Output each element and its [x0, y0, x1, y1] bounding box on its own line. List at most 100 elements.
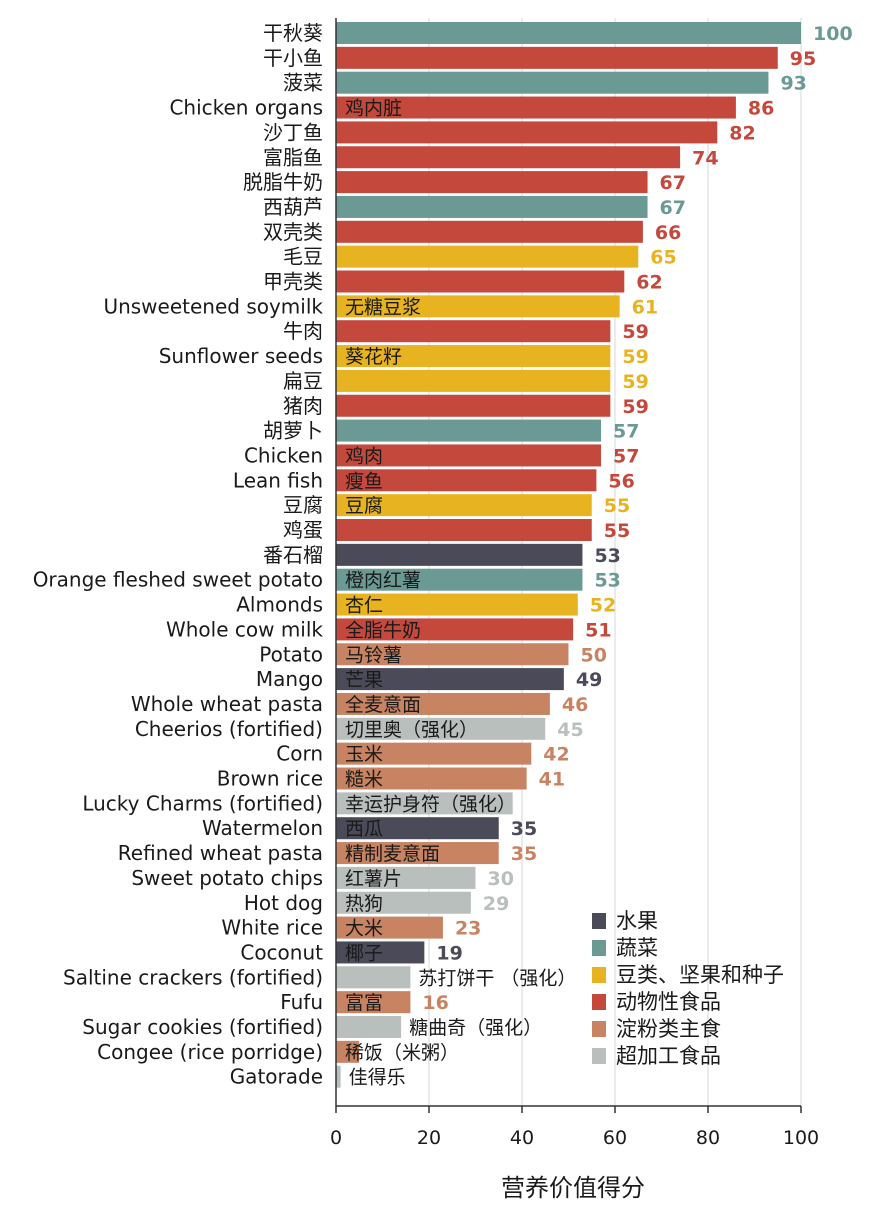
bar-chinese-label: 大米	[345, 918, 383, 940]
x-tick-label: 80	[696, 1127, 720, 1149]
bar	[336, 593, 578, 616]
bar	[336, 394, 611, 417]
x-axis-title: 营养价值得分	[501, 1174, 645, 1202]
bar	[336, 1065, 341, 1088]
legend-label: 蔬菜	[616, 936, 658, 960]
bar-chinese-label: 豆腐	[345, 495, 383, 517]
bar	[336, 345, 611, 368]
bar	[336, 270, 625, 293]
bar-chinese-label: 切里奥（强化）	[345, 719, 478, 741]
legend-label: 动物性食品	[616, 990, 721, 1014]
category-label: Almonds	[236, 593, 323, 617]
category-label: 脱脂牛奶	[243, 170, 323, 194]
category-label: Fufu	[280, 990, 323, 1014]
bar-chinese-label: 鸡肉	[345, 445, 383, 467]
legend-swatch	[592, 1048, 606, 1064]
category-label: Mango	[256, 667, 323, 691]
bar	[336, 220, 643, 243]
x-tick-label: 40	[510, 1127, 534, 1149]
category-label: Chicken organs	[169, 96, 323, 120]
x-tick-label: 0	[330, 1127, 342, 1149]
legend-swatch	[592, 994, 606, 1010]
value-label: 59	[622, 346, 648, 368]
value-label: 55	[604, 495, 630, 517]
bar	[336, 519, 592, 541]
bar	[336, 668, 564, 691]
value-label: 93	[780, 73, 806, 95]
value-label: 23	[455, 918, 481, 940]
bar-chinese-label: 苏打饼干 （强化）	[418, 967, 576, 989]
category-label: Whole cow milk	[166, 617, 323, 641]
value-label: 59	[622, 396, 648, 418]
bar-chinese-label: 无糖豆浆	[345, 296, 421, 318]
category-label: Lucky Charms (fortified)	[82, 791, 323, 815]
value-label: 86	[748, 98, 774, 120]
value-label: 61	[632, 296, 658, 318]
bar-chinese-label: 全脂牛奶	[345, 619, 421, 641]
bar-chinese-label: 稀饭（米粥）	[345, 1042, 459, 1064]
bar-chinese-label: 幸运护身符（强化）	[345, 793, 516, 815]
value-label: 57	[613, 421, 639, 443]
category-label: White rice	[221, 916, 323, 940]
category-label: Potato	[259, 642, 323, 666]
value-label: 95	[790, 48, 816, 70]
category-label: Congee (rice porridge)	[97, 1040, 323, 1064]
value-label: 55	[604, 520, 630, 542]
value-label: 57	[613, 445, 639, 467]
value-label: 59	[622, 371, 648, 393]
bar-chinese-label: 橙肉红薯	[345, 570, 421, 592]
bar-chinese-label: 瘦鱼	[345, 470, 383, 492]
value-label: 53	[594, 545, 620, 567]
value-label: 82	[729, 122, 755, 144]
category-label: Corn	[276, 742, 323, 766]
category-label: Sweet potato chips	[131, 866, 323, 890]
bar-chinese-label: 精制麦意面	[345, 843, 440, 865]
bar-chinese-label: 玉米	[345, 744, 383, 766]
bar	[336, 295, 620, 318]
bar	[336, 171, 648, 194]
value-label: 74	[692, 147, 718, 169]
bar	[336, 643, 569, 666]
category-label: 干小鱼	[263, 46, 323, 70]
legend-swatch	[592, 967, 606, 983]
category-label: 猪肉	[283, 394, 323, 418]
value-label: 35	[511, 818, 537, 840]
legend-label: 超加工食品	[616, 1044, 721, 1068]
value-label: 29	[483, 893, 509, 915]
category-label: Coconut	[240, 940, 323, 964]
bar	[336, 866, 476, 889]
category-label: Watermelon	[202, 816, 323, 840]
value-label: 65	[650, 247, 676, 269]
axes: 0 20 40 60 80 100	[330, 18, 819, 1149]
bar	[336, 419, 602, 442]
category-label: 双壳类	[263, 220, 323, 244]
category-label: Cheerios (fortified)	[135, 717, 323, 741]
bar	[336, 22, 801, 44]
bar	[336, 817, 499, 840]
value-label: 67	[660, 172, 686, 194]
bar-chinese-label: 葵花籽	[345, 346, 402, 368]
bar-chinese-label: 热狗	[345, 893, 383, 915]
bar	[336, 618, 574, 641]
category-label: Saltine crackers (fortified)	[63, 965, 323, 989]
bar-chinese-label: 糖曲奇（强化）	[409, 1017, 542, 1039]
bar	[336, 717, 546, 740]
category-label: 西葫芦	[263, 195, 323, 219]
value-label: 100	[813, 23, 853, 45]
bar	[336, 966, 411, 989]
bar-chinese-label: 富富	[345, 992, 383, 1014]
bar	[336, 494, 592, 517]
bar-chinese-label: 红薯片	[345, 868, 402, 890]
value-label: 56	[608, 470, 634, 492]
value-label: 51	[585, 619, 611, 641]
category-label: Whole wheat pasta	[131, 692, 323, 716]
bar	[336, 742, 532, 765]
bar	[336, 96, 736, 119]
bar	[336, 767, 527, 790]
bar	[336, 245, 639, 268]
bar	[336, 444, 602, 467]
legend-swatch	[592, 1021, 606, 1037]
bar	[336, 991, 411, 1014]
value-label: 45	[557, 719, 583, 741]
